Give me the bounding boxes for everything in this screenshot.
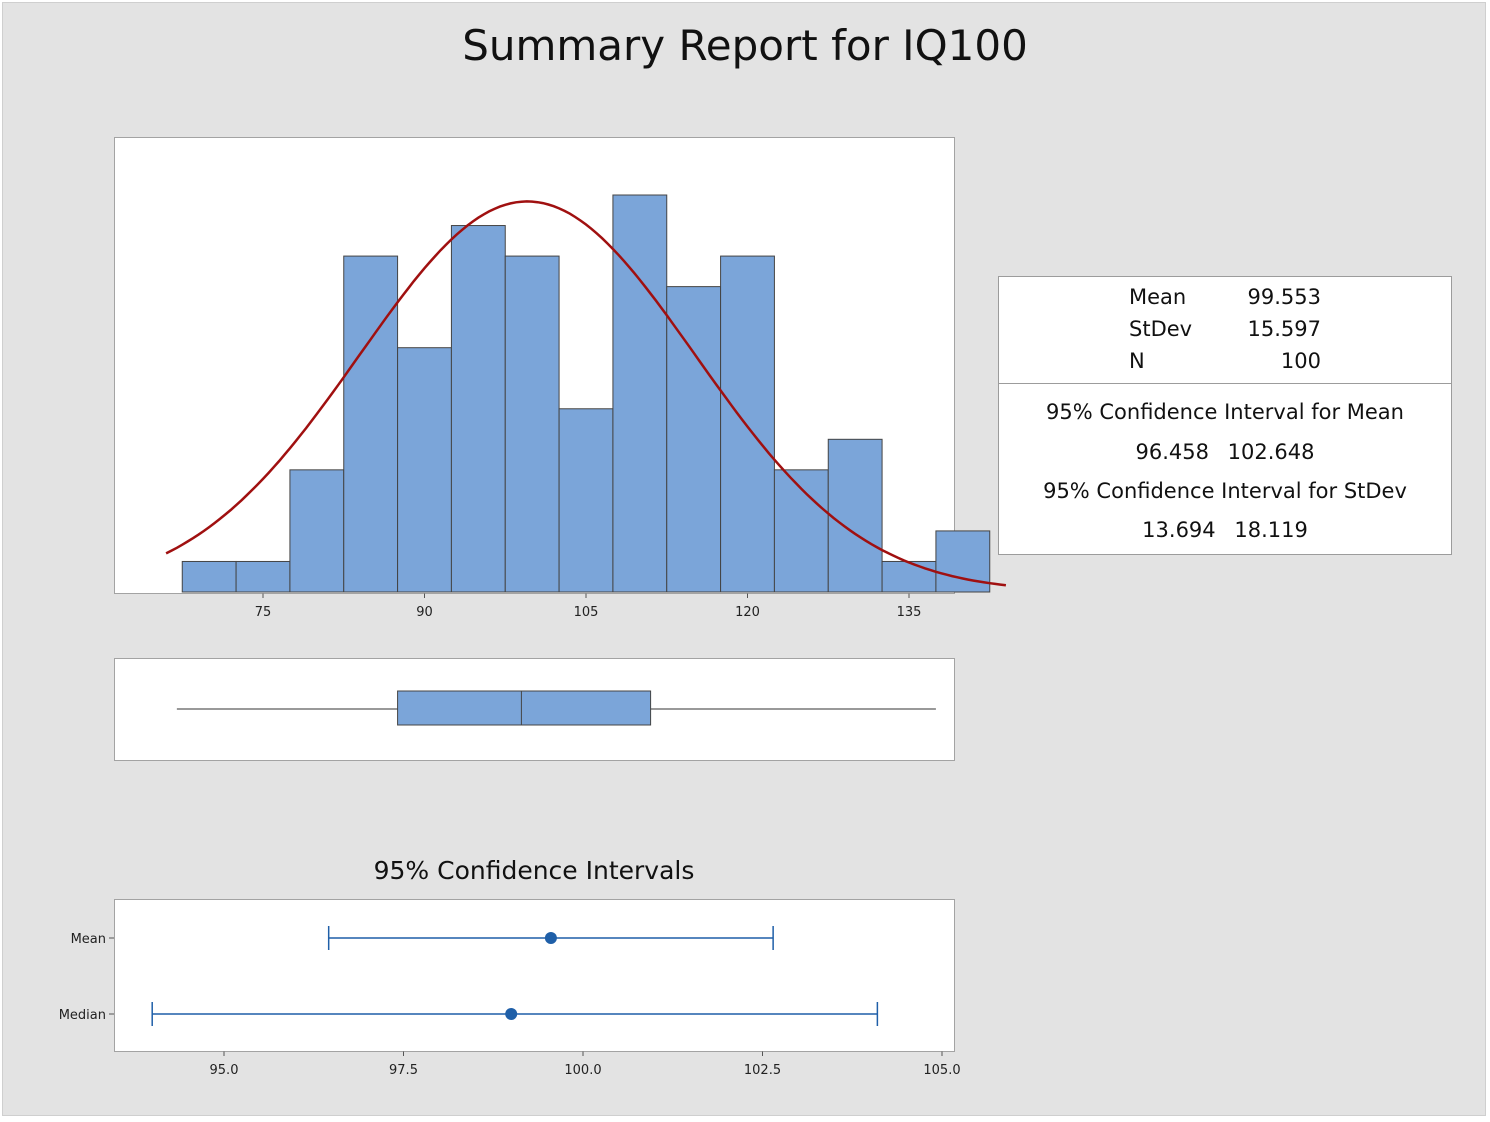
x-tick-label: 120	[735, 605, 760, 620]
statistics-box: Mean 99.553 StDev 15.597 N 100 95% Confi…	[998, 276, 1452, 555]
histogram-bar	[450, 225, 506, 593]
ci-frame	[114, 899, 955, 1052]
ci-estimate-point	[544, 932, 557, 944]
histogram-bar	[397, 347, 452, 593]
x-tick-label: 100.0	[564, 1063, 601, 1078]
histogram-bar	[289, 469, 345, 593]
histogram-bar	[558, 408, 614, 593]
histogram-bar	[181, 560, 237, 593]
stat-label: N	[1129, 349, 1145, 373]
ci-row-label: Mean	[71, 932, 106, 947]
stat-row-mean: Mean 99.553	[999, 282, 1451, 312]
ci-stdev-lower: 13.694	[1142, 518, 1216, 542]
histogram-bar	[720, 255, 775, 593]
histogram-bar	[343, 255, 399, 593]
histogram-bar	[666, 286, 722, 593]
x-tick-label: 95.0	[210, 1063, 239, 1078]
report-title: Summary Report for IQ100	[462, 21, 1028, 70]
ci-mean-values: 96.458 102.648	[999, 440, 1451, 464]
ci-stdev-values: 13.694 18.119	[999, 518, 1451, 542]
x-tick-label: 97.5	[389, 1063, 418, 1078]
box-iqr	[397, 690, 652, 726]
x-tick-label: 135	[897, 605, 922, 620]
stat-value: 100	[1280, 349, 1321, 373]
histogram-bar	[235, 560, 291, 593]
ci-stdev-title: 95% Confidence Interval for StDev	[1043, 479, 1407, 503]
stat-label: Mean	[1129, 285, 1187, 309]
ci-mean-upper: 102.648	[1227, 440, 1315, 464]
x-tick-label: 105.0	[923, 1063, 960, 1078]
stats-divider	[999, 383, 1451, 384]
histogram-bar	[612, 194, 668, 593]
ci-row-label: Median	[59, 1008, 106, 1023]
stat-value: 99.553	[1247, 285, 1321, 309]
stat-value: 15.597	[1247, 317, 1321, 341]
histogram-bar	[827, 438, 883, 593]
x-tick-label: 105	[574, 605, 599, 620]
histogram-chart: 75 90 105 120 135	[114, 137, 1007, 620]
histogram-bar	[881, 560, 937, 593]
x-tick-label: 102.5	[744, 1063, 781, 1078]
stat-row-stdev: StDev 15.597	[999, 314, 1451, 344]
ci-chart-title: 95% Confidence Intervals	[373, 856, 695, 885]
stat-row-n: N 100	[999, 346, 1451, 376]
ci-mean-title: 95% Confidence Interval for Mean	[1046, 400, 1404, 424]
ci-stdev-upper: 18.119	[1234, 518, 1308, 542]
ci-estimate-point	[505, 1008, 518, 1020]
x-tick-label: 90	[416, 605, 433, 620]
normal-curve	[165, 200, 1007, 587]
x-tick-label: 75	[255, 605, 272, 620]
ci-mean-lower: 96.458	[1135, 440, 1209, 464]
stat-label: StDev	[1129, 317, 1193, 341]
histogram-bar	[504, 255, 560, 593]
confidence-interval-chart: Mean Median 95.0 97.5 100.0 102.5 105.0	[59, 899, 961, 1078]
boxplot-chart	[114, 658, 955, 761]
